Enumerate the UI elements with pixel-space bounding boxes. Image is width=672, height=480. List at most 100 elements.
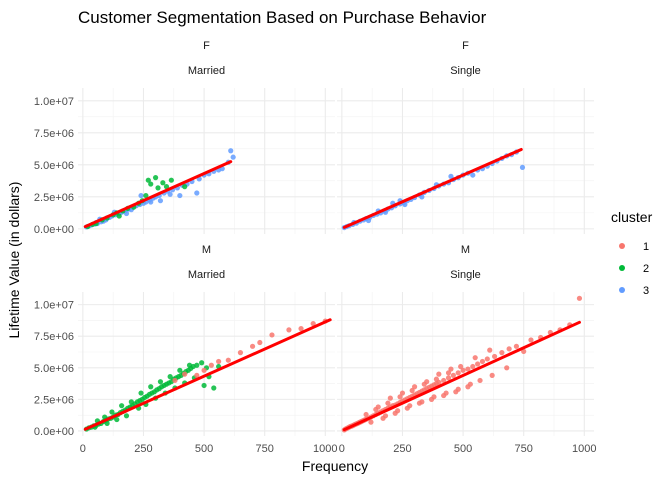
data-point-cluster-2 (160, 180, 166, 186)
data-point-cluster-3 (194, 190, 200, 196)
data-point-cluster-1 (298, 326, 304, 332)
data-point-cluster-3 (230, 154, 236, 160)
data-point-cluster-1 (448, 366, 454, 372)
data-point-cluster-1 (404, 405, 410, 411)
trend-line (83, 160, 233, 229)
data-point-cluster-3 (123, 210, 130, 217)
legend: cluster 1 2 3 (611, 209, 653, 297)
x-tick-label: 0 (339, 443, 345, 455)
data-point-cluster-2 (104, 420, 110, 426)
strip-label-status: Married (188, 65, 225, 77)
y-tick-label: 1.0e+07 (34, 96, 74, 108)
legend-key-cluster-2 (619, 265, 625, 271)
data-point-cluster-1 (513, 343, 520, 349)
data-point-cluster-1 (521, 348, 527, 354)
data-point-cluster-1 (450, 372, 456, 378)
x-tick-label: 0 (80, 443, 86, 455)
data-point-cluster-1 (428, 396, 435, 402)
data-point-cluster-2 (201, 382, 207, 389)
data-point-cluster-1 (172, 377, 178, 384)
data-point-cluster-2 (211, 385, 217, 391)
data-point-cluster-1 (465, 384, 471, 390)
strip-label-gender: F (462, 40, 469, 52)
y-tick-label: 0.0e+00 (34, 426, 74, 438)
data-point-cluster-1 (491, 353, 498, 360)
data-point-cluster-2 (128, 399, 134, 405)
legend-items: 1 2 3 (619, 241, 649, 297)
x-tick-label: 250 (134, 443, 152, 455)
y-tick-label: 7.5e+06 (34, 331, 74, 343)
data-point-cluster-1 (475, 361, 481, 367)
trend-line (83, 318, 332, 431)
strip-label-status: Single (450, 65, 481, 77)
data-point-cluster-1 (387, 395, 393, 401)
data-point-cluster-2 (138, 390, 144, 396)
data-point-cluster-1 (421, 381, 427, 387)
strip-label-gender: M (202, 244, 211, 256)
data-point-cluster-1 (441, 377, 447, 384)
y-tick-label: 7.5e+06 (34, 128, 74, 140)
data-point-cluster-3 (138, 192, 144, 199)
data-point-cluster-1 (453, 389, 459, 395)
data-point-cluster-1 (479, 358, 486, 365)
data-point-cluster-1 (286, 327, 292, 333)
data-point-cluster-1 (310, 320, 316, 327)
data-point-cluster-2 (116, 213, 122, 219)
data-point-cluster-2 (163, 184, 170, 190)
legend-key-cluster-1 (619, 243, 625, 249)
data-point-cluster-1 (216, 358, 222, 365)
data-point-cluster-1 (201, 367, 207, 373)
data-point-cluster-3 (519, 164, 526, 171)
data-point-cluster-1 (460, 367, 466, 373)
data-point-cluster-2 (145, 177, 151, 183)
data-point-cluster-1 (445, 375, 452, 381)
data-point-cluster-1 (436, 371, 442, 377)
x-tick-label: 1000 (313, 443, 337, 455)
legend-label-cluster-1: 1 (643, 241, 649, 253)
data-point-cluster-2 (194, 362, 200, 368)
data-point-cluster-1 (257, 339, 263, 346)
data-point-cluster-1 (392, 410, 398, 416)
y-tick-label: 5.0e+06 (34, 160, 74, 172)
facet-panel: M Married 0.0e+00 2.5e+06 5.0e+06 7.5e+06 1.0e… (34, 244, 338, 455)
strip-label-gender: M (461, 244, 470, 256)
data-point-cluster-1 (506, 346, 512, 352)
data-point-cluster-1 (269, 332, 275, 338)
data-point-cluster-3 (448, 173, 454, 179)
facet-panel: F Married 0.0e+00 2.5e+06 5.0e+06 7.5e+06 1.0e… (34, 40, 335, 236)
data-point-cluster-1 (445, 370, 452, 376)
legend-label-cluster-3: 3 (643, 285, 649, 297)
data-point-cluster-2 (143, 192, 149, 199)
x-tick-label: 1000 (572, 443, 596, 455)
data-point-cluster-1 (399, 390, 406, 396)
data-point-cluster-2 (168, 177, 174, 183)
data-point-cluster-2 (186, 362, 193, 368)
data-point-cluster-1 (499, 350, 505, 356)
data-point-cluster-1 (458, 363, 464, 370)
data-point-cluster-2 (114, 416, 120, 423)
strip-label-status: Single (450, 269, 481, 281)
data-point-cluster-1 (441, 392, 447, 399)
data-point-cluster-1 (409, 387, 415, 394)
data-point-cluster-1 (182, 371, 188, 377)
strip-label-status: Married (188, 269, 225, 281)
data-point-cluster-1 (380, 415, 386, 421)
x-tick-label: 500 (195, 443, 213, 455)
x-axis-label: Frequency (302, 458, 368, 474)
data-point-cluster-2 (109, 409, 115, 415)
data-point-cluster-2 (182, 184, 188, 190)
trend-line (342, 320, 581, 432)
data-point-cluster-2 (152, 175, 159, 181)
facet-panel: F Single (337, 40, 594, 234)
y-tick-label: 0.0e+00 (34, 224, 74, 236)
data-point-cluster-2 (148, 384, 154, 390)
data-point-cluster-1 (455, 370, 461, 376)
data-point-cluster-3 (365, 217, 372, 224)
y-axis-label: Lifetime Value (in dollars) (6, 182, 22, 339)
data-point-cluster-1 (225, 357, 231, 363)
data-point-cluster-3 (228, 148, 234, 154)
data-point-cluster-2 (157, 379, 164, 385)
legend-key-cluster-3 (619, 287, 625, 293)
legend-label-cluster-2: 2 (643, 263, 649, 275)
